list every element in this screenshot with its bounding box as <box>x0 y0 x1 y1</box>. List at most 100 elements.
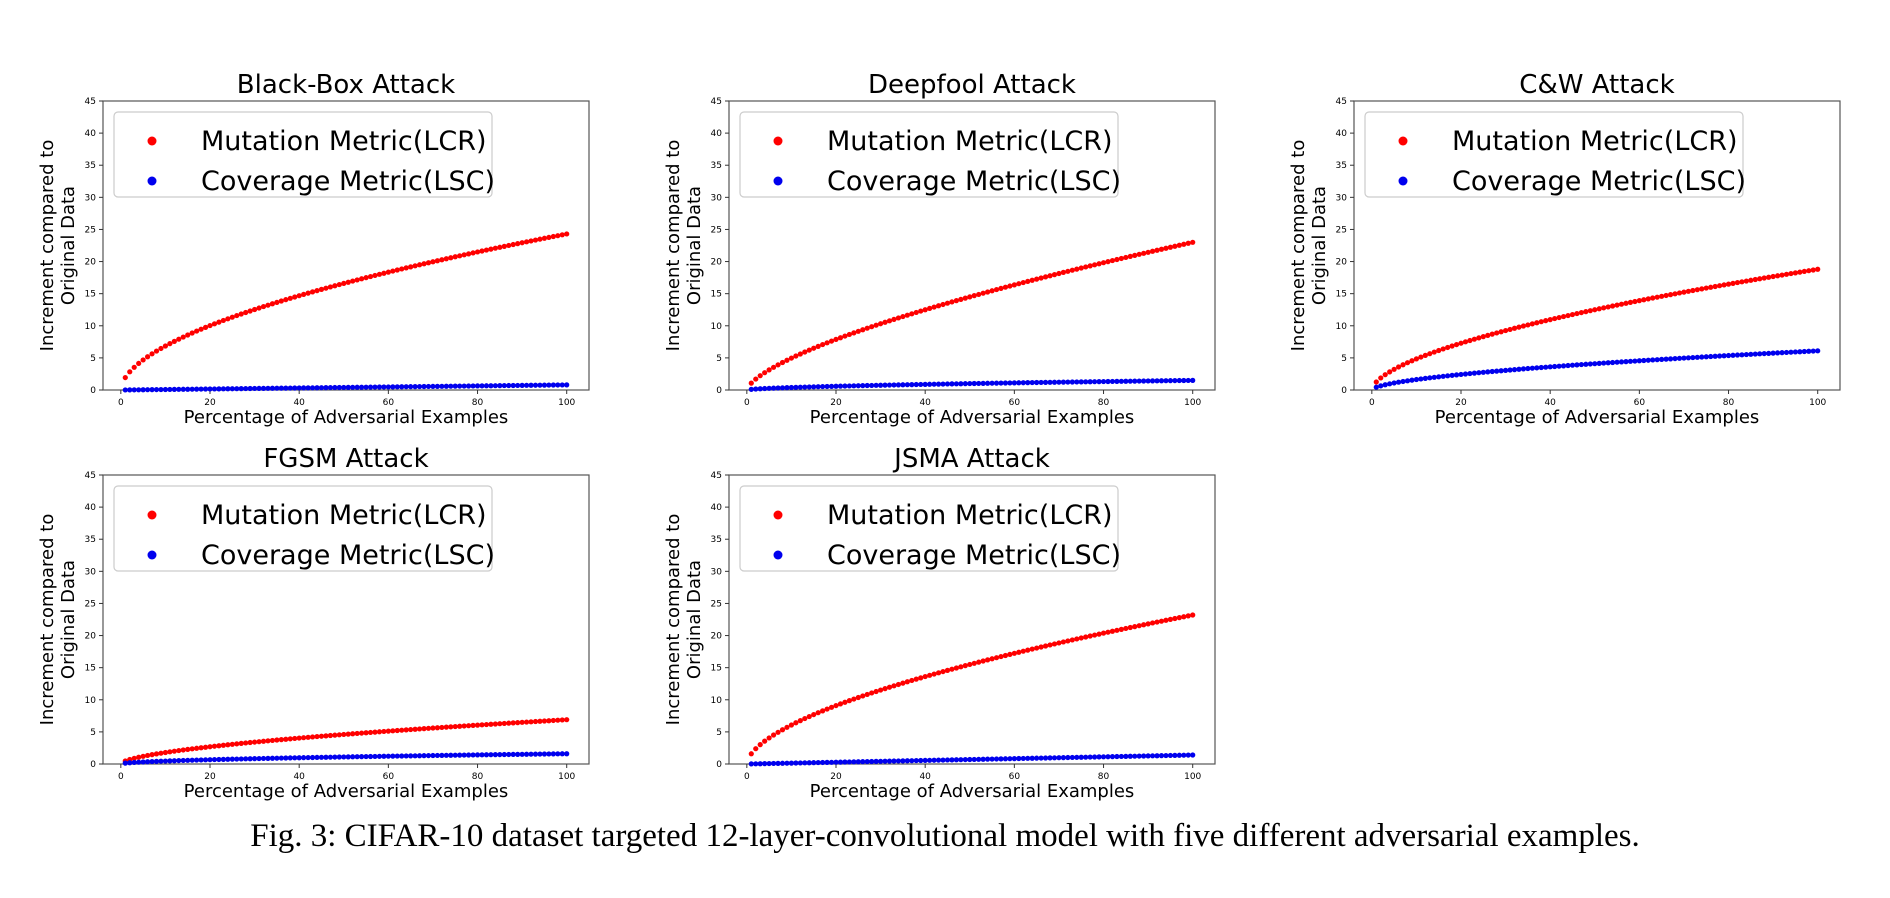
data-point <box>559 717 565 723</box>
data-point <box>1663 356 1669 362</box>
data-point <box>1583 309 1589 315</box>
data-point <box>1498 368 1504 374</box>
data-point <box>1681 289 1687 295</box>
data-point <box>523 751 530 757</box>
data-point <box>1569 311 1576 318</box>
data-point <box>314 385 320 391</box>
data-point <box>985 289 991 295</box>
data-point <box>546 382 552 388</box>
data-point <box>1034 276 1040 282</box>
data-point <box>412 384 418 390</box>
x-tick-label: 100 <box>558 772 575 782</box>
data-point <box>412 753 418 759</box>
data-point <box>1145 621 1151 627</box>
data-point <box>1016 380 1022 386</box>
data-point <box>1056 640 1062 646</box>
data-point <box>837 759 844 765</box>
data-point <box>185 386 191 392</box>
data-point <box>327 754 333 760</box>
data-point <box>1149 620 1156 626</box>
chart-title: Deepfool Attack <box>868 70 1076 100</box>
y-tick-label: 10 <box>711 696 723 706</box>
data-point <box>1685 355 1692 361</box>
data-point <box>1038 379 1044 386</box>
data-point <box>350 754 356 760</box>
chart-panel-1: Black-Box Attack 0 5 10 15 20 25 30 35 40 45 0 20 40 6… <box>37 70 590 428</box>
data-point <box>479 383 485 389</box>
data-point <box>185 332 191 338</box>
data-point <box>1047 273 1053 279</box>
data-point <box>416 262 423 268</box>
data-point <box>149 351 155 357</box>
data-point <box>1047 642 1053 648</box>
data-point <box>1774 350 1781 356</box>
data-point <box>564 717 570 723</box>
data-point <box>1167 616 1174 622</box>
x-tick-label: 80 <box>1723 398 1735 408</box>
data-point <box>1096 754 1102 760</box>
data-point <box>430 725 436 731</box>
data-point <box>296 755 302 761</box>
x-axis-label: Percentage of Adversarial Examples <box>810 407 1135 428</box>
data-point <box>1154 619 1160 625</box>
data-point <box>497 383 503 389</box>
data-point <box>367 273 374 280</box>
data-point <box>766 760 772 767</box>
data-point <box>958 381 964 387</box>
data-point <box>416 726 423 732</box>
data-point <box>332 732 338 738</box>
data-point <box>1752 351 1758 357</box>
data-point <box>541 718 548 724</box>
data-point <box>278 298 284 304</box>
data-point <box>1042 274 1049 280</box>
data-point <box>1449 372 1455 378</box>
data-point <box>1096 631 1102 637</box>
data-point <box>1092 632 1098 638</box>
plot-frame <box>728 474 1216 765</box>
data-point <box>860 327 866 333</box>
data-point <box>833 702 839 709</box>
data-point <box>753 386 759 392</box>
data-point <box>1395 364 1402 370</box>
data-point <box>1650 295 1656 301</box>
data-point <box>1127 753 1133 759</box>
data-point <box>430 752 436 759</box>
data-point <box>416 383 423 390</box>
legend-marker <box>773 136 783 146</box>
data-point <box>1556 363 1562 369</box>
data-point <box>461 252 467 258</box>
data-point <box>207 322 213 329</box>
data-point <box>976 380 982 387</box>
data-point <box>243 756 249 762</box>
data-point <box>301 291 307 298</box>
data-point <box>274 299 280 305</box>
data-point <box>555 382 561 388</box>
data-point <box>211 321 218 327</box>
data-point <box>140 387 146 393</box>
data-point <box>1427 375 1433 381</box>
data-point <box>1163 752 1169 759</box>
data-point <box>1087 633 1093 639</box>
data-point <box>341 280 347 286</box>
data-point <box>869 324 875 330</box>
data-point <box>1694 354 1700 360</box>
data-point <box>1458 371 1464 378</box>
data-point <box>770 385 777 391</box>
data-point <box>886 684 893 690</box>
y-axis-label: Increment compared toOriginal Data <box>663 514 705 726</box>
data-point <box>510 720 516 726</box>
data-point <box>1069 267 1075 273</box>
data-point <box>1378 383 1384 389</box>
y-tick-label: 0 <box>1341 386 1347 396</box>
x-tick-label: 60 <box>383 772 395 782</box>
data-point <box>1422 375 1428 381</box>
data-point <box>194 745 200 751</box>
data-point <box>1476 335 1482 341</box>
chart-panel-4: FGSM Attack 0 5 10 15 20 25 30 35 40 45 0 20 40 60 80 10… <box>37 444 590 802</box>
data-point <box>372 729 378 735</box>
data-point <box>1690 354 1696 361</box>
data-point <box>811 711 817 718</box>
data-point <box>1774 273 1781 279</box>
data-point <box>1074 379 1080 385</box>
data-point <box>492 721 498 727</box>
